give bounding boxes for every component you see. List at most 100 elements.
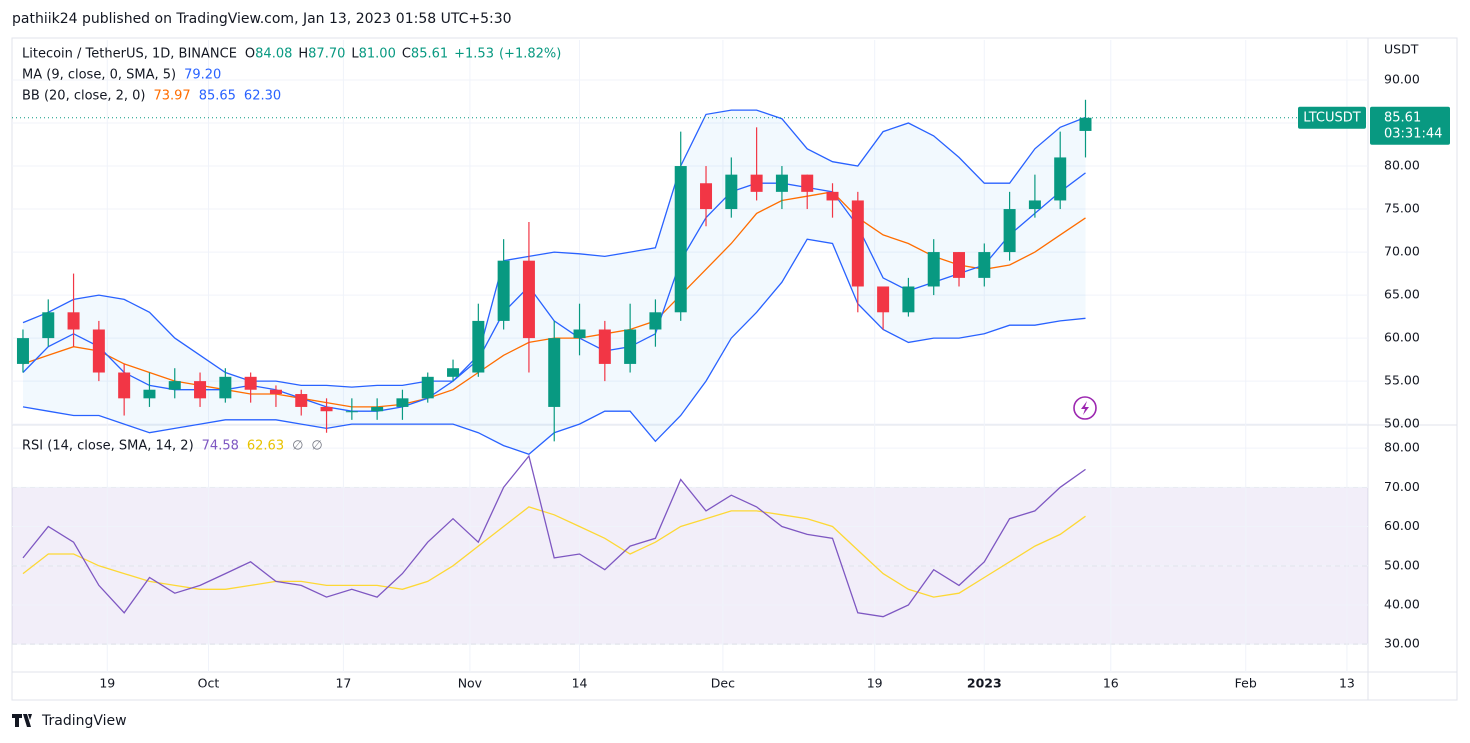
ohlc-value: 84.08	[255, 47, 292, 62]
y-tick-label: 55.00	[1384, 373, 1420, 388]
x-tick-label: 2023	[967, 676, 1002, 691]
x-tick-label: 17	[335, 676, 351, 691]
candle-body	[700, 183, 713, 210]
change-pct: (+1.82%)	[499, 47, 561, 62]
legend-title: Litecoin / TetherUS, 1D, BINANCE	[22, 47, 237, 62]
ohlc-value: 85.61	[411, 47, 448, 62]
candle-body	[497, 260, 510, 321]
ohlc-value: 81.00	[359, 47, 396, 62]
candle-body	[1054, 157, 1067, 201]
symbol-badge	[1298, 106, 1366, 129]
candle-body	[725, 174, 738, 210]
y-tick-label: 50.00	[1384, 416, 1420, 431]
candle-body	[801, 174, 814, 192]
candle-body	[927, 252, 940, 287]
price-label: 85.61	[1384, 110, 1421, 125]
candle-body	[42, 312, 55, 339]
candle-body	[92, 329, 105, 373]
candle-body	[1003, 209, 1016, 253]
candle-body	[598, 329, 611, 364]
rsi-legend: RSI (14, close, SMA, 14, 2)	[22, 439, 194, 454]
x-tick-label: Oct	[198, 676, 220, 691]
alert-icon	[1073, 396, 1097, 420]
rsi-line	[22, 454, 1086, 618]
rsi-tick-label: 80.00	[1384, 440, 1420, 455]
candle-body	[548, 338, 561, 407]
countdown: 03:31:44	[1384, 126, 1442, 141]
rsi-ma-value: 62.63	[247, 439, 284, 454]
candle-body	[219, 376, 232, 399]
change: +1.53	[454, 47, 494, 62]
x-tick-label: Dec	[711, 676, 735, 691]
currency: USDT	[1384, 42, 1419, 57]
rsi-extra: ∅	[311, 439, 322, 454]
x-tick-label: 19	[99, 676, 115, 691]
y-tick-label: 80.00	[1384, 158, 1420, 173]
candle-body	[345, 411, 358, 413]
bb-legend: BB (20, close, 2, 0)	[22, 89, 145, 104]
candle-body	[371, 406, 384, 412]
y-tick-label: 75.00	[1384, 201, 1420, 216]
candle-body	[877, 286, 890, 313]
candle-body	[320, 406, 333, 412]
footer-logo: TradingView	[12, 713, 127, 729]
ma-legend: MA (9, close, 0, SMA, 5)	[22, 68, 176, 83]
candle-body	[750, 174, 763, 192]
bb-fill	[23, 110, 1086, 455]
candle-body	[118, 372, 131, 399]
candle-body	[447, 368, 460, 377]
candle-body	[67, 312, 80, 330]
rsi-tick-label: 70.00	[1384, 479, 1420, 494]
bb-upper	[22, 109, 1086, 388]
ma-value: 79.20	[184, 68, 221, 83]
ohlc-letter: O	[245, 47, 255, 62]
bb-basis-value: 73.97	[153, 89, 190, 104]
ohlc-value: 87.70	[308, 47, 345, 62]
candle-body	[421, 376, 434, 399]
ohlc-letter: L	[351, 47, 359, 62]
x-tick-label: 19	[867, 676, 883, 691]
y-tick-label: 90.00	[1384, 72, 1420, 87]
candle-body	[1028, 200, 1041, 210]
candle-body	[775, 174, 788, 192]
rsi-tick-label: 40.00	[1384, 596, 1420, 611]
candle-body	[143, 389, 156, 399]
candle-body	[396, 398, 409, 407]
header: pathiik24 published on TradingView.com, …	[12, 11, 512, 27]
y-tick-label: 60.00	[1384, 330, 1420, 345]
ohlc-letter: C	[402, 47, 411, 62]
candle-body	[851, 200, 864, 287]
candle-body	[826, 191, 839, 201]
candle-body	[978, 252, 991, 278]
candle-body	[674, 166, 687, 313]
candle-body	[472, 320, 485, 373]
x-tick-label: 16	[1103, 676, 1119, 691]
candle-body	[624, 329, 637, 364]
bb-lower-value: 62.30	[244, 89, 281, 104]
candle-body	[953, 252, 966, 278]
candle-body	[16, 338, 29, 364]
y-tick-label: 65.00	[1384, 287, 1420, 302]
rsi-extra: ∅	[292, 439, 303, 454]
candle-body	[244, 376, 257, 390]
candle-body	[1079, 117, 1092, 131]
symbol-label: LTCUSDT	[1303, 110, 1360, 125]
bb-upper-value: 85.65	[199, 89, 236, 104]
rsi-tick-label: 30.00	[1384, 636, 1420, 651]
footer: TradingView	[41, 713, 127, 729]
candle-body	[902, 286, 915, 313]
candle-body	[295, 394, 308, 407]
rsi-value: 74.58	[202, 439, 239, 454]
candle-body	[168, 381, 181, 390]
candle-body	[269, 389, 282, 395]
x-tick-label: 13	[1339, 676, 1355, 691]
ohlc-letter: H	[298, 47, 308, 62]
x-tick-label: 14	[572, 676, 588, 691]
x-tick-label: Nov	[458, 676, 483, 691]
x-tick-label: Feb	[1235, 676, 1257, 691]
candle-body	[522, 260, 535, 339]
rsi-tick-label: 60.00	[1384, 518, 1420, 533]
rsi-tick-label: 50.00	[1384, 557, 1420, 572]
